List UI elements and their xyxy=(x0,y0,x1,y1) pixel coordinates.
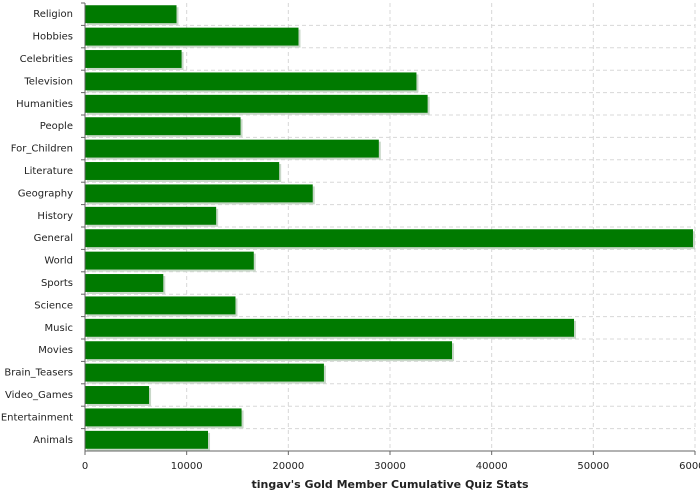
y-tick-label: Video_Games xyxy=(5,390,73,401)
bar xyxy=(85,318,575,337)
x-tick-label: 30000 xyxy=(374,461,406,472)
x-tick-label: 60000 xyxy=(679,461,700,472)
y-tick-label: Television xyxy=(23,76,73,87)
bar xyxy=(85,274,164,292)
y-tick-label: Literature xyxy=(24,166,73,177)
x-tick-label: 10000 xyxy=(171,461,203,472)
x-tick-label: 40000 xyxy=(476,461,508,472)
y-tick-label: Religion xyxy=(33,9,73,20)
y-tick-label: Science xyxy=(34,300,73,311)
bar xyxy=(85,296,236,315)
y-tick-label: Animals xyxy=(33,435,73,446)
bar xyxy=(85,251,254,270)
bar xyxy=(85,206,217,225)
bar xyxy=(85,229,693,248)
bar xyxy=(85,430,209,449)
bar xyxy=(85,363,324,382)
bar xyxy=(85,162,280,180)
y-tick-label: Celebrities xyxy=(20,54,73,65)
bar xyxy=(85,72,417,91)
y-tick-label: Humanities xyxy=(16,99,73,110)
y-tick-label: Entertainment xyxy=(1,412,73,423)
bar xyxy=(85,94,428,113)
x-axis-label: tingav's Gold Member Cumulative Quiz Sta… xyxy=(251,478,529,491)
y-tick-label: World xyxy=(44,256,73,267)
x-tick-label: 0 xyxy=(82,461,88,472)
y-tick-label: General xyxy=(34,233,73,244)
y-tick-label: Geography xyxy=(18,188,73,199)
y-tick-label: Brain_Teasers xyxy=(4,368,73,379)
y-tick-label: Hobbies xyxy=(33,32,73,43)
y-tick-label: For_Children xyxy=(11,144,73,155)
x-tick-label: 50000 xyxy=(577,461,609,472)
bar xyxy=(85,408,242,427)
bar xyxy=(85,117,241,136)
bar xyxy=(85,27,299,46)
y-tick-label: Sports xyxy=(41,278,73,289)
bar xyxy=(85,184,313,203)
bar xyxy=(85,341,453,360)
bar xyxy=(85,386,150,404)
y-tick-label: People xyxy=(40,121,73,132)
x-tick-label: 20000 xyxy=(272,461,304,472)
bar xyxy=(85,50,182,68)
y-tick-label: Music xyxy=(45,323,73,334)
y-tick-label: History xyxy=(37,211,73,222)
y-tick-label: Movies xyxy=(38,345,73,356)
bar xyxy=(85,5,177,24)
bar xyxy=(85,139,379,158)
